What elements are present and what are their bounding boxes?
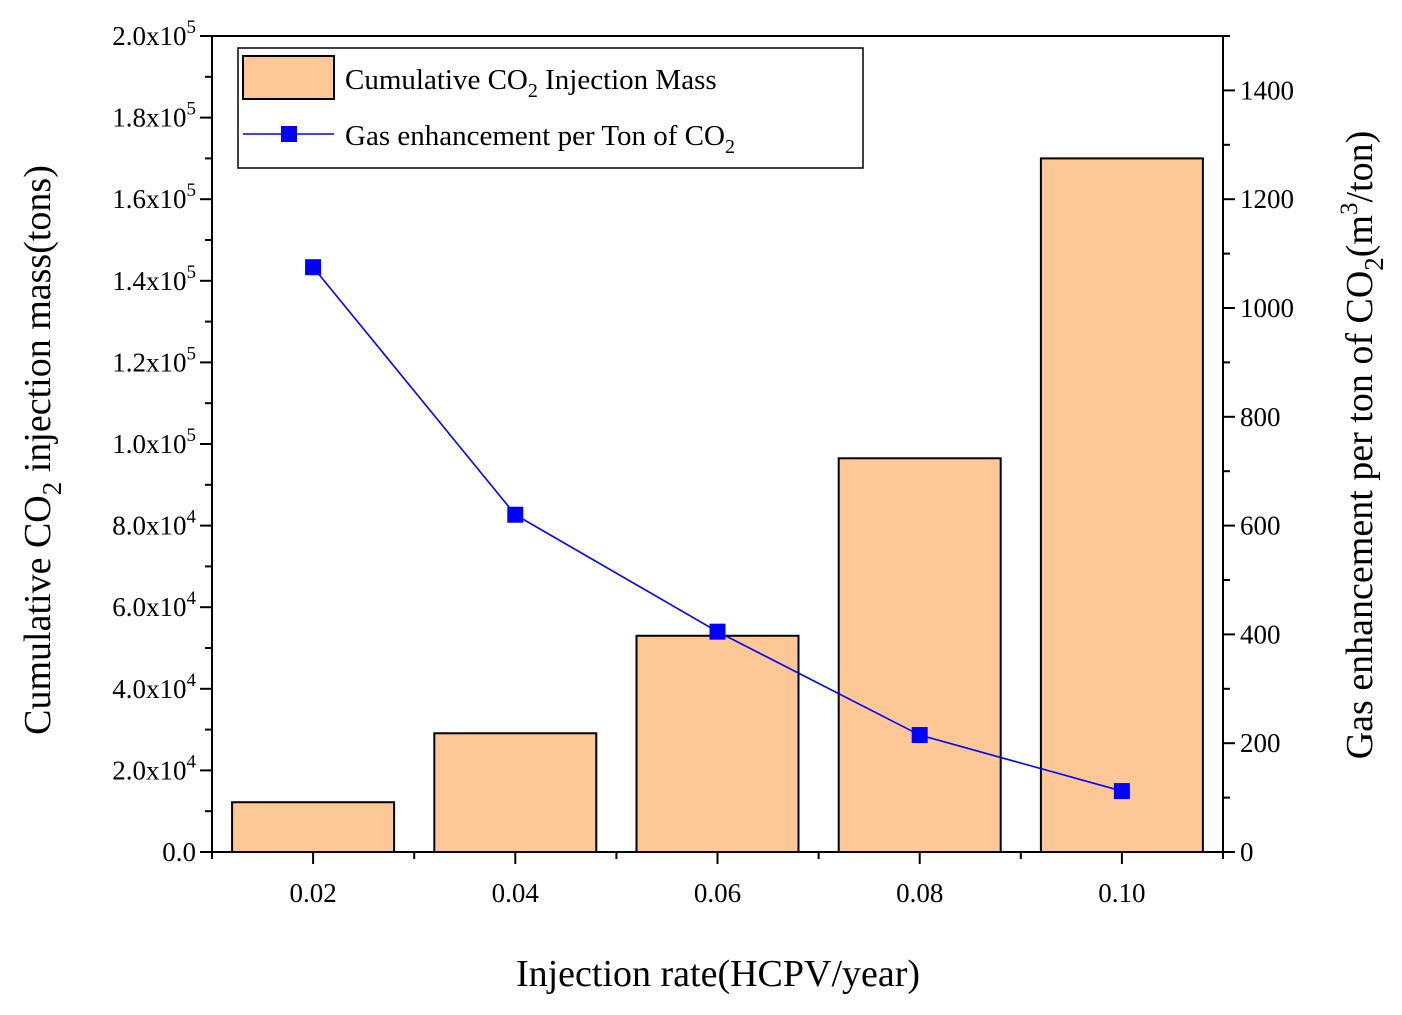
legend-bar-label: Cumulative CO2 Injection Mass bbox=[345, 64, 717, 102]
y-right-tick-label: 400 bbox=[1240, 619, 1281, 649]
bar-0.02 bbox=[231, 801, 396, 853]
line-marker-0.06 bbox=[709, 623, 726, 640]
line-marker-0.08 bbox=[911, 727, 928, 744]
bar-0.04 bbox=[433, 732, 598, 853]
axes-layer: 0.02 0.04 0.06 0.08 0.10 0.0 2.0x104 4.0x104 6.0… bbox=[112, 17, 1294, 908]
y-right-tick-label: 1400 bbox=[1240, 75, 1294, 105]
x-tick-label: 0.08 bbox=[896, 878, 943, 908]
line-layer bbox=[305, 259, 1130, 800]
legend-box bbox=[237, 47, 864, 169]
line-marker-0.10 bbox=[1113, 783, 1130, 800]
y-right-tick-label: 1000 bbox=[1240, 293, 1294, 323]
y-right-tick-label: 600 bbox=[1240, 511, 1281, 541]
bars-layer bbox=[231, 157, 1204, 854]
bar-0.08 bbox=[837, 457, 1002, 853]
y-left-tick-label: 2.0x104 bbox=[112, 751, 196, 785]
x-tick-label: 0.04 bbox=[492, 878, 540, 908]
legend-line-label: Gas enhancement per Ton of CO2 bbox=[345, 120, 735, 158]
x-tick-label: 0.02 bbox=[289, 878, 336, 908]
y-right-tick-label: 0 bbox=[1240, 837, 1254, 867]
y-left-tick-label: 0.0 bbox=[162, 837, 196, 867]
bar-0.06 bbox=[635, 634, 800, 854]
y-right-tick-label: 1200 bbox=[1240, 184, 1294, 214]
legend-bar-swatch bbox=[242, 55, 335, 100]
x-axis-title: Injection rate(HCPV/year) bbox=[516, 953, 920, 995]
y-right-axis-title: Gas enhancement per ton of CO2(m3/ton) bbox=[1336, 131, 1389, 760]
y-left-tick-label: 6.0x104 bbox=[112, 588, 196, 622]
legend-line-marker bbox=[281, 126, 297, 142]
line-marker-0.04 bbox=[507, 506, 524, 523]
y-left-tick-label: 4.0x104 bbox=[112, 670, 196, 704]
y-left-tick-label: 1.8x105 bbox=[112, 99, 196, 133]
y-right-tick-label: 200 bbox=[1240, 728, 1281, 758]
y-left-tick-label: 1.0x105 bbox=[112, 425, 196, 459]
bar-0.10 bbox=[1039, 157, 1204, 853]
y-left-tick-label: 1.4x105 bbox=[112, 262, 196, 296]
y-right-tick-label: 800 bbox=[1240, 402, 1281, 432]
legend: Cumulative CO2 Injection Mass Gas enhanc… bbox=[237, 47, 864, 169]
y-left-axis-title: Cumulative CO2 injection mass(tons) bbox=[17, 165, 67, 735]
y-left-tick-label: 1.6x105 bbox=[112, 180, 196, 214]
y-left-tick-label: 1.2x105 bbox=[112, 343, 196, 377]
line-marker-0.02 bbox=[305, 259, 322, 276]
x-tick-label: 0.10 bbox=[1098, 878, 1145, 908]
y-left-tick-label: 8.0x104 bbox=[112, 507, 196, 541]
y-left-tick-label: 2.0x105 bbox=[112, 17, 196, 51]
x-tick-label: 0.06 bbox=[694, 878, 741, 908]
